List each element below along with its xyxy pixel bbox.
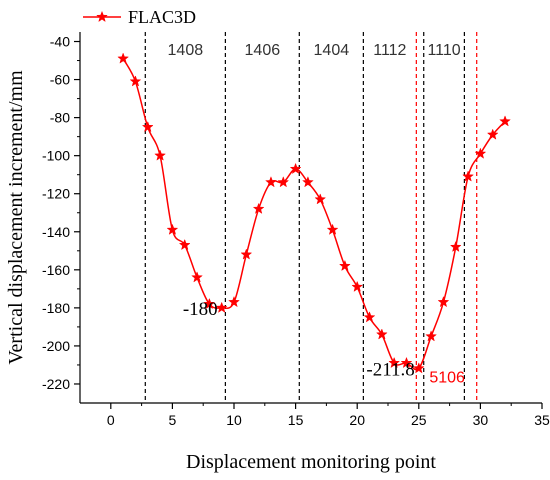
data-point-10: [228, 295, 240, 308]
series-group: [117, 52, 511, 374]
y-tick-label--140: -140: [42, 224, 70, 240]
data-point-12: [252, 202, 265, 214]
y-tick-label--180: -180: [42, 300, 70, 316]
x-tick-label-20: 20: [349, 412, 365, 428]
y-tick-label--100: -100: [42, 148, 70, 164]
legend-marker: [96, 10, 108, 23]
x-tick-label-5: 5: [169, 412, 177, 428]
annotation-0: -180: [183, 299, 218, 320]
data-point-31: [486, 128, 499, 140]
data-point-14: [277, 176, 290, 188]
data-point-23: [388, 356, 401, 369]
data-point-17: [314, 193, 327, 205]
region-label-1408: 1408: [168, 42, 204, 59]
data-point-21: [363, 311, 376, 323]
region-label-1404: 1404: [314, 42, 350, 59]
x-tick-label-15: 15: [288, 412, 304, 428]
y-tick-label--40: -40: [50, 34, 70, 50]
data-point-25: [412, 362, 425, 374]
x-axis-title: Displacement monitoring point: [186, 451, 436, 473]
data-point-3: [141, 120, 154, 133]
x-tick-label-0: 0: [107, 412, 115, 428]
y-tick-label--160: -160: [42, 262, 70, 278]
legend-label: FLAC3D: [128, 7, 196, 27]
x-tick-label-35: 35: [534, 412, 550, 428]
data-point-2: [129, 75, 142, 87]
annotation-1: -211.8: [366, 359, 414, 380]
data-point-20: [351, 280, 364, 292]
data-point-9: [215, 301, 228, 313]
data-point-16: [302, 176, 314, 188]
data-point-32: [499, 115, 511, 127]
data-point-24: [400, 356, 413, 369]
y-axis-title: Vertical displacement increment/mm: [5, 70, 27, 365]
data-point-27: [437, 295, 450, 308]
y-tick-label--120: -120: [42, 186, 70, 202]
x-tick-label-10: 10: [226, 412, 242, 428]
x-tick-label-25: 25: [411, 412, 427, 428]
x-tick-label-30: 30: [473, 412, 489, 428]
data-point-5: [166, 223, 179, 235]
region-label-1406: 1406: [245, 42, 281, 59]
region-label-1110: 1110: [427, 42, 460, 59]
data-point-6: [178, 238, 191, 251]
region-lines: 1408 1406 1404 1112 1110: [144, 32, 478, 403]
y-tick-label--60: -60: [50, 72, 70, 88]
data-point-18: [326, 223, 339, 235]
region-label-1112: 1112: [373, 42, 406, 59]
data-point-15: [289, 162, 302, 175]
y-tick-label--200: -200: [42, 338, 70, 354]
data-point-29: [462, 170, 474, 182]
y-tick-label--220: -220: [42, 376, 70, 392]
annotation-2: 5106: [429, 369, 465, 386]
data-point-30: [474, 147, 487, 159]
data-point-26: [425, 330, 438, 342]
data-point-11: [240, 248, 253, 260]
y-tick-label--80: -80: [50, 110, 70, 126]
data-point-8: [203, 297, 216, 310]
annotations: -180 -211.8 5106: [183, 299, 465, 386]
data-point-7: [191, 271, 203, 283]
data-point-4: [154, 149, 166, 161]
data-point-19: [338, 259, 351, 272]
data-point-13: [265, 176, 277, 188]
data-point-22: [375, 328, 388, 340]
axes: 0 5 10 15 20 25 30 35 -40 -60 -80 -100 -120 -140 -160 -…: [42, 32, 550, 428]
data-point-28: [449, 240, 462, 253]
legend: FLAC3D: [83, 7, 196, 27]
data-point-1: [117, 52, 130, 64]
